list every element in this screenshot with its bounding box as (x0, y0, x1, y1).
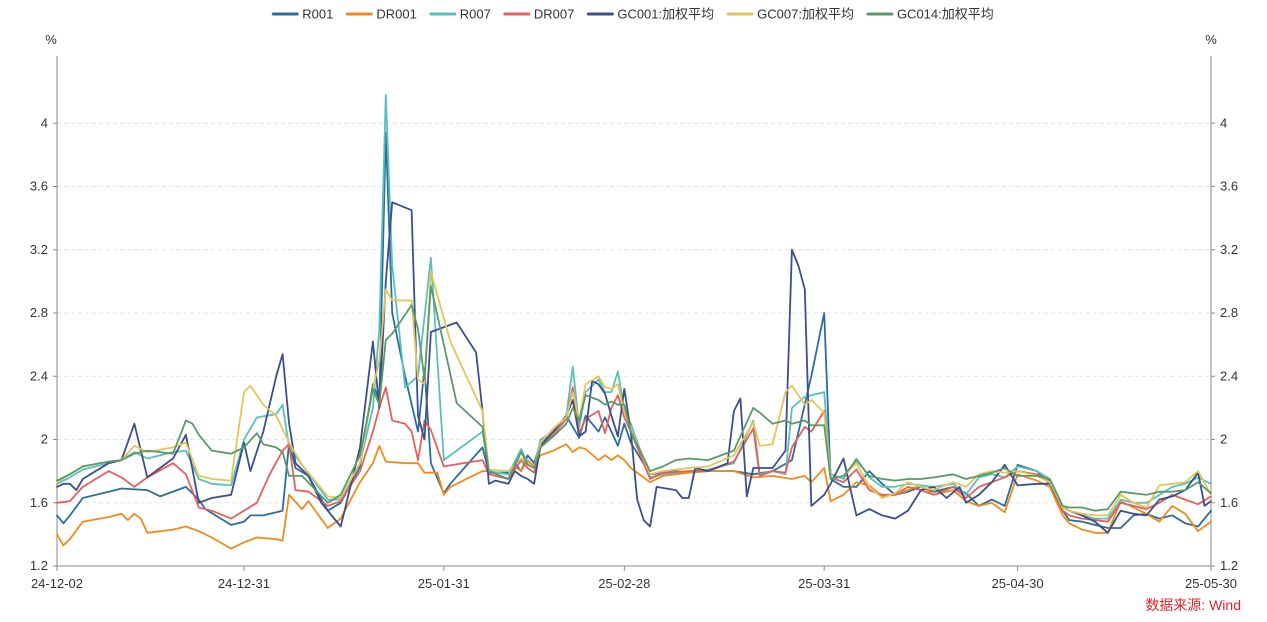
x-tick-label: 25-02-28 (598, 576, 650, 591)
y-unit-right: % (1205, 32, 1217, 47)
data-source-label: 数据来源: Wind (1145, 597, 1241, 613)
legend-item-r007[interactable]: R007 (429, 7, 491, 22)
y-tick-label-left: 3.6 (30, 179, 48, 194)
axes: 1.2 1.2 1.6 1.6 2 2 2.4 2.4 2.8 2.8 3.2 3.2 3.6 3.6 4 4… (30, 56, 1238, 591)
series-layer (56, 93, 1212, 550)
y-tick-label-left: 2.8 (30, 305, 48, 320)
x-tick-label: 25-01-31 (418, 576, 470, 591)
legend-label: GC001:加权平均 (617, 7, 714, 22)
series-line-gc014[interactable] (56, 285, 1212, 512)
y-tick-label-right: 2.4 (1220, 368, 1238, 383)
y-tick-label-left: 3.2 (30, 242, 48, 257)
x-tick-label: 25-04-30 (992, 576, 1044, 591)
y-tick-label-left: 1.2 (30, 558, 48, 573)
x-tick-label: 25-05-30 (1185, 576, 1237, 591)
series-line-r007[interactable] (56, 93, 1212, 520)
legend-label: R001 (302, 7, 333, 22)
y-tick-label-left: 2.4 (30, 368, 48, 383)
legend-item-dr007[interactable]: DR007 (503, 7, 574, 22)
y-tick-label-right: 1.6 (1220, 495, 1238, 510)
series-line-dr007[interactable] (56, 386, 1212, 523)
y-tick-label-left: 4 (41, 115, 48, 130)
y-tick-label-left: 1.6 (30, 495, 48, 510)
x-tick-label: 24-12-31 (218, 576, 270, 591)
series-line-gc001[interactable] (56, 201, 1212, 534)
legend-item-r001[interactable]: R001 (271, 7, 333, 22)
legend-label: GC014:加权平均 (897, 7, 994, 22)
legend-label: DR001 (376, 7, 416, 22)
y-tick-label-left: 2 (41, 432, 48, 447)
y-tick-label-right: 3.2 (1220, 242, 1238, 257)
legend-item-dr001[interactable]: DR001 (345, 7, 417, 22)
legend-item-gc001[interactable]: GC001:加权平均 (586, 7, 714, 22)
y-tick-label-right: 2 (1220, 432, 1227, 447)
legend-item-gc007[interactable]: GC007:加权平均 (726, 7, 854, 22)
series-line-gc007[interactable] (56, 271, 1212, 517)
legend-label: GC007:加权平均 (757, 7, 854, 22)
y-unit-left: % (45, 32, 57, 47)
y-tick-label-right: 2.8 (1220, 305, 1238, 320)
y-tick-label-right: 4 (1220, 115, 1227, 130)
y-tick-label-right: 1.2 (1220, 558, 1238, 573)
legend[interactable]: R001 DR001 R007 DR007 GC001:加权平均 GC007:加权平均 GC… (271, 7, 994, 22)
series-line-dr001[interactable] (56, 443, 1212, 550)
gridlines (57, 122, 1211, 567)
legend-item-gc014[interactable]: GC014:加权平均 (866, 7, 994, 22)
x-tick-label: 25-03-31 (798, 576, 850, 591)
y-tick-label-right: 3.6 (1220, 179, 1238, 194)
legend-label: DR007 (534, 7, 574, 22)
legend-label: R007 (460, 7, 491, 22)
x-tick-label: 24-12-02 (31, 576, 83, 591)
